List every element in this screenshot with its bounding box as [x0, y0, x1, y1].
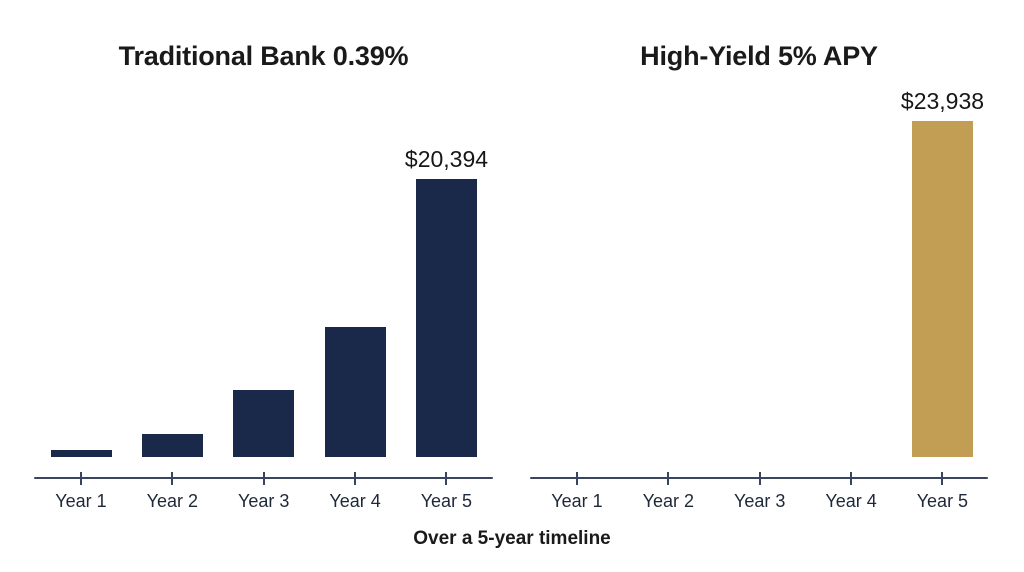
- bar-year-5: [911, 121, 973, 457]
- x-axis-label: Year 2: [146, 491, 199, 511]
- bar-year-5: [415, 179, 477, 457]
- year5-value-label-high-yield: $23,938: [900, 88, 985, 114]
- axis-tick: [262, 472, 265, 485]
- chart-title-traditional-bank: Traditional Bank 0.39%: [118, 41, 409, 71]
- axis-tick: [667, 472, 670, 485]
- axis-tick: [850, 472, 853, 485]
- x-axis-label: Year 5: [916, 491, 969, 511]
- bar-year-1: [50, 450, 112, 457]
- timeline-caption: Over a 5-year timeline: [413, 528, 611, 549]
- x-axis-label: Year 4: [825, 491, 877, 511]
- axis-tick: [445, 472, 448, 485]
- chart-title-high-yield: High-Yield 5% APY: [640, 41, 878, 71]
- axis-tick: [576, 472, 578, 485]
- x-axis-label: Year 1: [55, 491, 107, 511]
- axis-tick: [941, 472, 944, 485]
- x-axis-label: Year 3: [733, 491, 786, 511]
- x-axis-label: Year 1: [551, 491, 603, 511]
- axis-tick: [758, 472, 761, 485]
- axis-tick: [354, 472, 357, 485]
- x-axis-label: Year 2: [642, 491, 695, 511]
- bar-year-3: [233, 390, 295, 457]
- axis-tick: [171, 472, 174, 485]
- x-axis-label: Year 4: [329, 491, 381, 511]
- bar-year-4: [324, 327, 386, 457]
- chart-panel-high-yield: High-Yield 5% APY $23,938 Year 1 Year 2 Ye…: [530, 0, 988, 572]
- bar-year-2: [141, 434, 203, 457]
- x-axis-label: Year 3: [237, 491, 290, 511]
- x-axis-label: Year 5: [420, 491, 473, 511]
- year5-value-label-traditional: $20,394: [404, 146, 489, 172]
- chart-panel-traditional-bank: Traditional Bank 0.39% $20,394 Year 1 Yea…: [34, 0, 493, 572]
- axis-tick: [80, 472, 82, 485]
